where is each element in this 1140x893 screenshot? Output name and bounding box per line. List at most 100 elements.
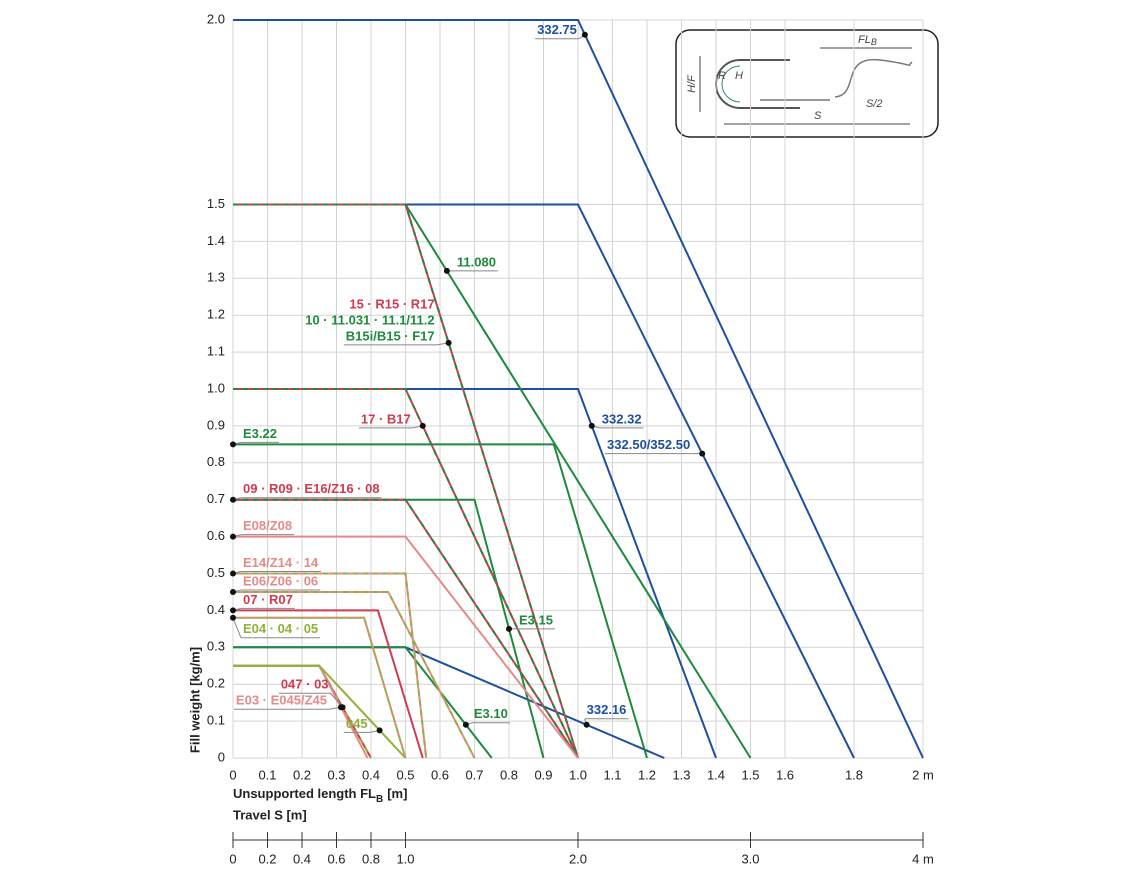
series-line xyxy=(233,19,924,759)
series-line-dash xyxy=(233,590,476,759)
y-tick-label: 1.5 xyxy=(207,196,225,211)
leader-dot xyxy=(230,441,236,448)
series-line xyxy=(233,664,407,759)
x-tick-label: 0.9 xyxy=(534,767,552,782)
series-line-dash xyxy=(233,572,428,759)
travel-axis-title: Travel S [m] xyxy=(233,807,307,822)
series-line xyxy=(233,609,424,759)
series-line xyxy=(233,443,648,759)
x-axis-title-sub: B xyxy=(376,794,383,805)
y-tick-label: 1.2 xyxy=(207,307,225,322)
series-label: E3.15 xyxy=(519,612,553,627)
leader-dot xyxy=(581,31,588,38)
series-label: 15 · R15 · R17 xyxy=(349,296,434,311)
y-tick-label: 0.2 xyxy=(207,676,225,691)
series-label: E3.10 xyxy=(474,706,508,721)
series-labels: 332.75 332.50/352.50 332.32 332.16 11.080 E3.… xyxy=(230,22,706,734)
x-tick-label: 1.0 xyxy=(569,767,587,782)
x-tick-label: 0.5 xyxy=(396,767,414,782)
series-label: 047 · 03 xyxy=(281,677,329,692)
leader-dot xyxy=(376,727,383,734)
travel-tick-label: 3.0 xyxy=(741,851,759,866)
leader-dot xyxy=(230,607,236,614)
x-tick-label: 1.3 xyxy=(672,767,690,782)
series-label: 332.50/352.50 xyxy=(607,437,690,452)
series-line-dash xyxy=(233,203,579,759)
inset-frame xyxy=(675,29,939,138)
x-axis-title-unit: [m] xyxy=(387,786,407,801)
x-tick-label: 0.8 xyxy=(500,767,518,782)
inset-label: R xyxy=(718,70,726,82)
inset-label: FL xyxy=(858,34,871,46)
x-tick-label: 0.4 xyxy=(362,767,380,782)
leader-dot xyxy=(230,588,236,595)
y-tick-label: 0.5 xyxy=(207,565,225,580)
series-line-dash xyxy=(233,616,407,759)
y-tick-label: 0.4 xyxy=(207,602,225,617)
y-tick-label: 0.9 xyxy=(207,417,225,432)
series-label: E08/Z08 xyxy=(243,518,292,533)
leader-dot xyxy=(583,721,590,728)
y-tick-label: 2.0 xyxy=(207,11,225,26)
y-axis-title: Fill weight [kg/m] xyxy=(187,647,202,753)
leader-dot xyxy=(699,450,706,457)
x-tick-label: 0 xyxy=(229,767,236,782)
x-tick-label: 1.4 xyxy=(707,767,725,782)
x-tick-label: 1.5 xyxy=(741,767,759,782)
series-line-dash xyxy=(233,498,579,759)
travel-tick-label: 2.0 xyxy=(569,851,587,866)
leader-dot xyxy=(506,625,512,632)
series-line xyxy=(233,646,493,759)
series-label: 045 xyxy=(346,716,368,731)
inset-label: H xyxy=(735,70,743,82)
y-tick-label: 0.7 xyxy=(207,491,225,506)
series-line xyxy=(233,535,579,759)
x-tick-label: 0.1 xyxy=(258,767,276,782)
inset-radius xyxy=(721,65,741,103)
x-tick-label: 0.7 xyxy=(465,767,483,782)
travel-tick-label: 1.0 xyxy=(396,851,414,866)
x-tick-label: 2 m xyxy=(912,767,934,782)
leader-dot xyxy=(230,496,236,503)
series-label: E04 · 04 · 05 xyxy=(243,621,318,636)
y-tick-label: 0 xyxy=(218,749,225,764)
x-tick-label: 1.2 xyxy=(638,767,656,782)
x-tick-label: 0.3 xyxy=(327,767,345,782)
series-lines xyxy=(233,19,924,759)
inset-diagram: FLB R H H/F S S/2 xyxy=(675,29,939,138)
y-tick-label: 1.4 xyxy=(207,233,225,248)
x-tick-label: 0.6 xyxy=(431,767,449,782)
leader-dot xyxy=(230,614,236,621)
x-axis-title-main: Unsupported length FL xyxy=(233,786,376,801)
x-tick-label: 1.6 xyxy=(776,767,794,782)
leader-dot xyxy=(462,721,469,728)
series-label: E06/Z06 · 06 xyxy=(243,573,318,588)
travel-tick-label: 4 m xyxy=(912,851,934,866)
travel-tick-label: 0.4 xyxy=(293,851,311,866)
leader-dot xyxy=(337,704,344,711)
series-line-dash xyxy=(233,388,579,759)
series-label: 07 · R07 xyxy=(243,592,293,607)
inset-label: FLB xyxy=(858,34,877,47)
series-label: 332.16 xyxy=(587,702,627,717)
leader-dot xyxy=(445,339,452,346)
inset-label: H/F xyxy=(686,74,698,93)
y-tick-label: 0.8 xyxy=(207,454,225,469)
series-label: 17 · B17 xyxy=(361,411,411,426)
x-tick-label: 1.8 xyxy=(845,767,863,782)
y-tick-label: 1.0 xyxy=(207,380,225,395)
series-label: 10 · 11.031 · 11.1/11.2 xyxy=(305,312,434,327)
series-label: 09 · R09 · E16/Z16 · 08 xyxy=(243,481,380,496)
series-label: 11.080 xyxy=(457,254,496,269)
travel-tick-label: 0 xyxy=(229,851,236,866)
series-label: 332.75 xyxy=(537,22,577,37)
leader-dot xyxy=(230,570,236,577)
y-tick-label: 0.6 xyxy=(207,528,225,543)
y-tick-label: 1.1 xyxy=(207,344,225,359)
leader-line xyxy=(232,617,242,638)
inset-chain-upper xyxy=(760,58,913,101)
series-label: E03 · E045/Z45 xyxy=(236,693,327,708)
x-tick-label: 0.2 xyxy=(293,767,311,782)
